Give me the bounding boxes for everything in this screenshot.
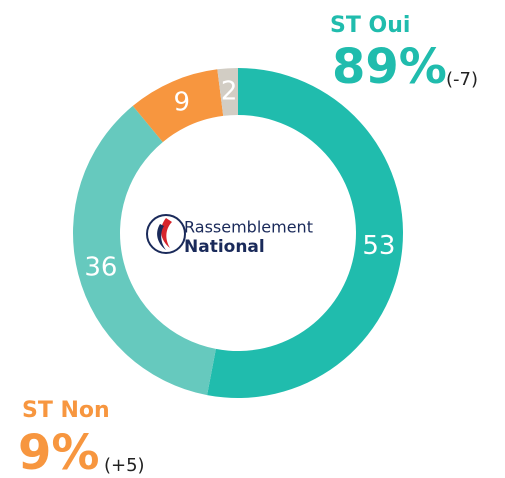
- annotation: 9%: [18, 425, 100, 478]
- annotation: ST Oui: [330, 13, 410, 38]
- donut: 53 36 9 2: [72, 68, 403, 398]
- logo-text: Rassemblement: [184, 218, 313, 237]
- data-label: 53: [362, 231, 395, 261]
- logo-ring: [146, 214, 186, 254]
- annotation: 89%: [332, 39, 447, 95]
- annotation: (-7): [446, 69, 478, 90]
- slice: [132, 69, 224, 143]
- slice: [207, 68, 403, 398]
- annotation: ST Non: [22, 398, 110, 423]
- data-label: 36: [84, 253, 117, 283]
- data-label: 2: [221, 76, 238, 106]
- logo: Rassemblement National: [146, 214, 313, 257]
- logo-text: National: [184, 237, 265, 257]
- slice: [72, 105, 216, 396]
- data-label: 9: [174, 88, 191, 118]
- slice: [217, 68, 238, 116]
- logo-flame: [161, 218, 172, 248]
- annotation: (+5): [104, 455, 145, 476]
- logo-flame: [157, 224, 166, 250]
